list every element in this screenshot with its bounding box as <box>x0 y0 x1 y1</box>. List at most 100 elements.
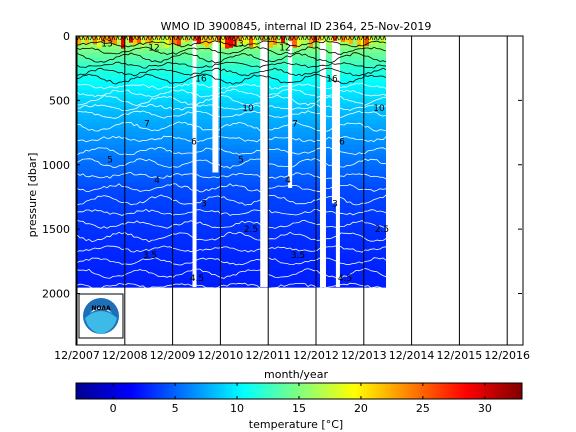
surface-cell <box>189 36 193 45</box>
temperature-band <box>77 278 386 284</box>
surface-cell <box>97 36 101 48</box>
surface-cell <box>273 36 277 45</box>
surface-cell <box>369 36 373 44</box>
profile-marker <box>231 36 236 41</box>
temperature-band <box>77 190 386 196</box>
surface-cell <box>129 36 133 43</box>
x-tick-label: 12/2011 <box>245 349 291 362</box>
isotherm-label: 3 <box>332 199 338 209</box>
profile-marker <box>356 36 361 41</box>
surface-cell <box>357 36 361 47</box>
temperature-band <box>77 128 386 133</box>
temperature-band <box>77 73 386 79</box>
temperature-band <box>77 115 386 121</box>
x-tick-label: 12/2016 <box>484 349 530 362</box>
profile-marker <box>262 36 266 41</box>
temperature-band <box>77 86 386 91</box>
surface-cell <box>301 36 305 42</box>
profile-marker <box>201 36 206 41</box>
profile-marker <box>352 36 357 41</box>
profile-marker <box>236 36 240 41</box>
temperature-band <box>77 228 386 234</box>
surface-cell <box>201 36 205 45</box>
temperature-band <box>77 241 386 246</box>
profile-marker <box>253 36 258 41</box>
temperature-band <box>77 111 386 117</box>
profile-marker <box>141 36 146 41</box>
x-axis-ticks: 12/2007 12/2008 12/2009 12/2010 12/2011 12/20… <box>54 349 530 362</box>
surface-cell <box>85 36 89 46</box>
isotherm-line <box>76 194 386 206</box>
temperature-band <box>77 178 386 184</box>
profile-marker <box>133 36 137 41</box>
surface-cell <box>121 36 125 49</box>
isotherm-line <box>76 158 386 169</box>
colorbar-tick-label: 20 <box>354 402 368 415</box>
temperature-band <box>77 253 386 259</box>
profile-marker <box>317 36 322 41</box>
isotherm-line <box>76 103 386 112</box>
temperature-band <box>77 220 386 225</box>
temperature-band <box>77 157 386 163</box>
profile-marker <box>326 36 331 41</box>
profile-marker <box>283 36 288 41</box>
profile-marker <box>188 36 193 41</box>
y-axis-label: pressure [dbar] <box>26 153 39 238</box>
temperature-band <box>77 123 386 129</box>
isotherm-line <box>76 94 386 106</box>
profile-marker <box>300 36 305 41</box>
temperature-band <box>77 257 386 263</box>
surface-cell <box>269 36 273 48</box>
isotherm-line <box>76 46 386 56</box>
temperature-band <box>77 65 386 71</box>
surface-cell <box>305 36 309 42</box>
profile-marker <box>223 36 228 41</box>
temperature-band <box>77 107 386 112</box>
profile-marker <box>378 36 382 41</box>
temperature-band <box>77 249 386 255</box>
surface-cell <box>109 36 113 43</box>
temperature-band <box>77 140 386 146</box>
surface-cell <box>209 36 213 45</box>
surface-cell <box>257 36 261 44</box>
profile-marker <box>343 36 348 41</box>
surface-cell <box>385 36 386 46</box>
temperature-band <box>77 90 386 96</box>
surface-cell <box>177 36 181 47</box>
profile-marker <box>309 36 314 41</box>
profile-marker <box>382 36 386 41</box>
temperature-band <box>77 215 386 221</box>
surface-cell <box>185 36 189 42</box>
isotherm-line <box>76 61 386 69</box>
surface-cell <box>125 36 129 45</box>
profile-marker <box>193 36 197 41</box>
noaa-logo-text: NOAA <box>91 305 111 312</box>
isotherm-label: 2.5 <box>244 225 258 235</box>
isotherm-label: 12 <box>148 44 159 54</box>
profile-marker <box>137 36 142 41</box>
surface-cell <box>261 36 265 45</box>
temperature-band <box>77 52 386 58</box>
surface-cell <box>309 36 313 48</box>
temperature-band <box>77 186 386 192</box>
isotherm-line <box>76 282 386 290</box>
surface-cell <box>353 36 357 47</box>
surface-cell <box>113 36 117 45</box>
isotherm-line <box>76 52 386 64</box>
profile-marker <box>369 36 374 41</box>
x-tick-label: 12/2007 <box>54 349 100 362</box>
profile-marker <box>111 36 116 41</box>
surface-cell <box>77 36 81 46</box>
isotherm-label: 16 <box>195 74 207 84</box>
surface-cell <box>217 36 221 43</box>
surface-cell <box>221 36 225 48</box>
isotherm-line <box>76 231 386 243</box>
profile-marker <box>102 36 107 41</box>
profile-marker <box>266 36 271 41</box>
data-gap <box>288 41 293 188</box>
temperature-band <box>77 148 386 154</box>
isotherm-line <box>76 245 386 253</box>
isotherm-label: 13 <box>101 40 112 50</box>
isotherm-line <box>76 172 386 180</box>
temperature-band <box>77 119 386 125</box>
